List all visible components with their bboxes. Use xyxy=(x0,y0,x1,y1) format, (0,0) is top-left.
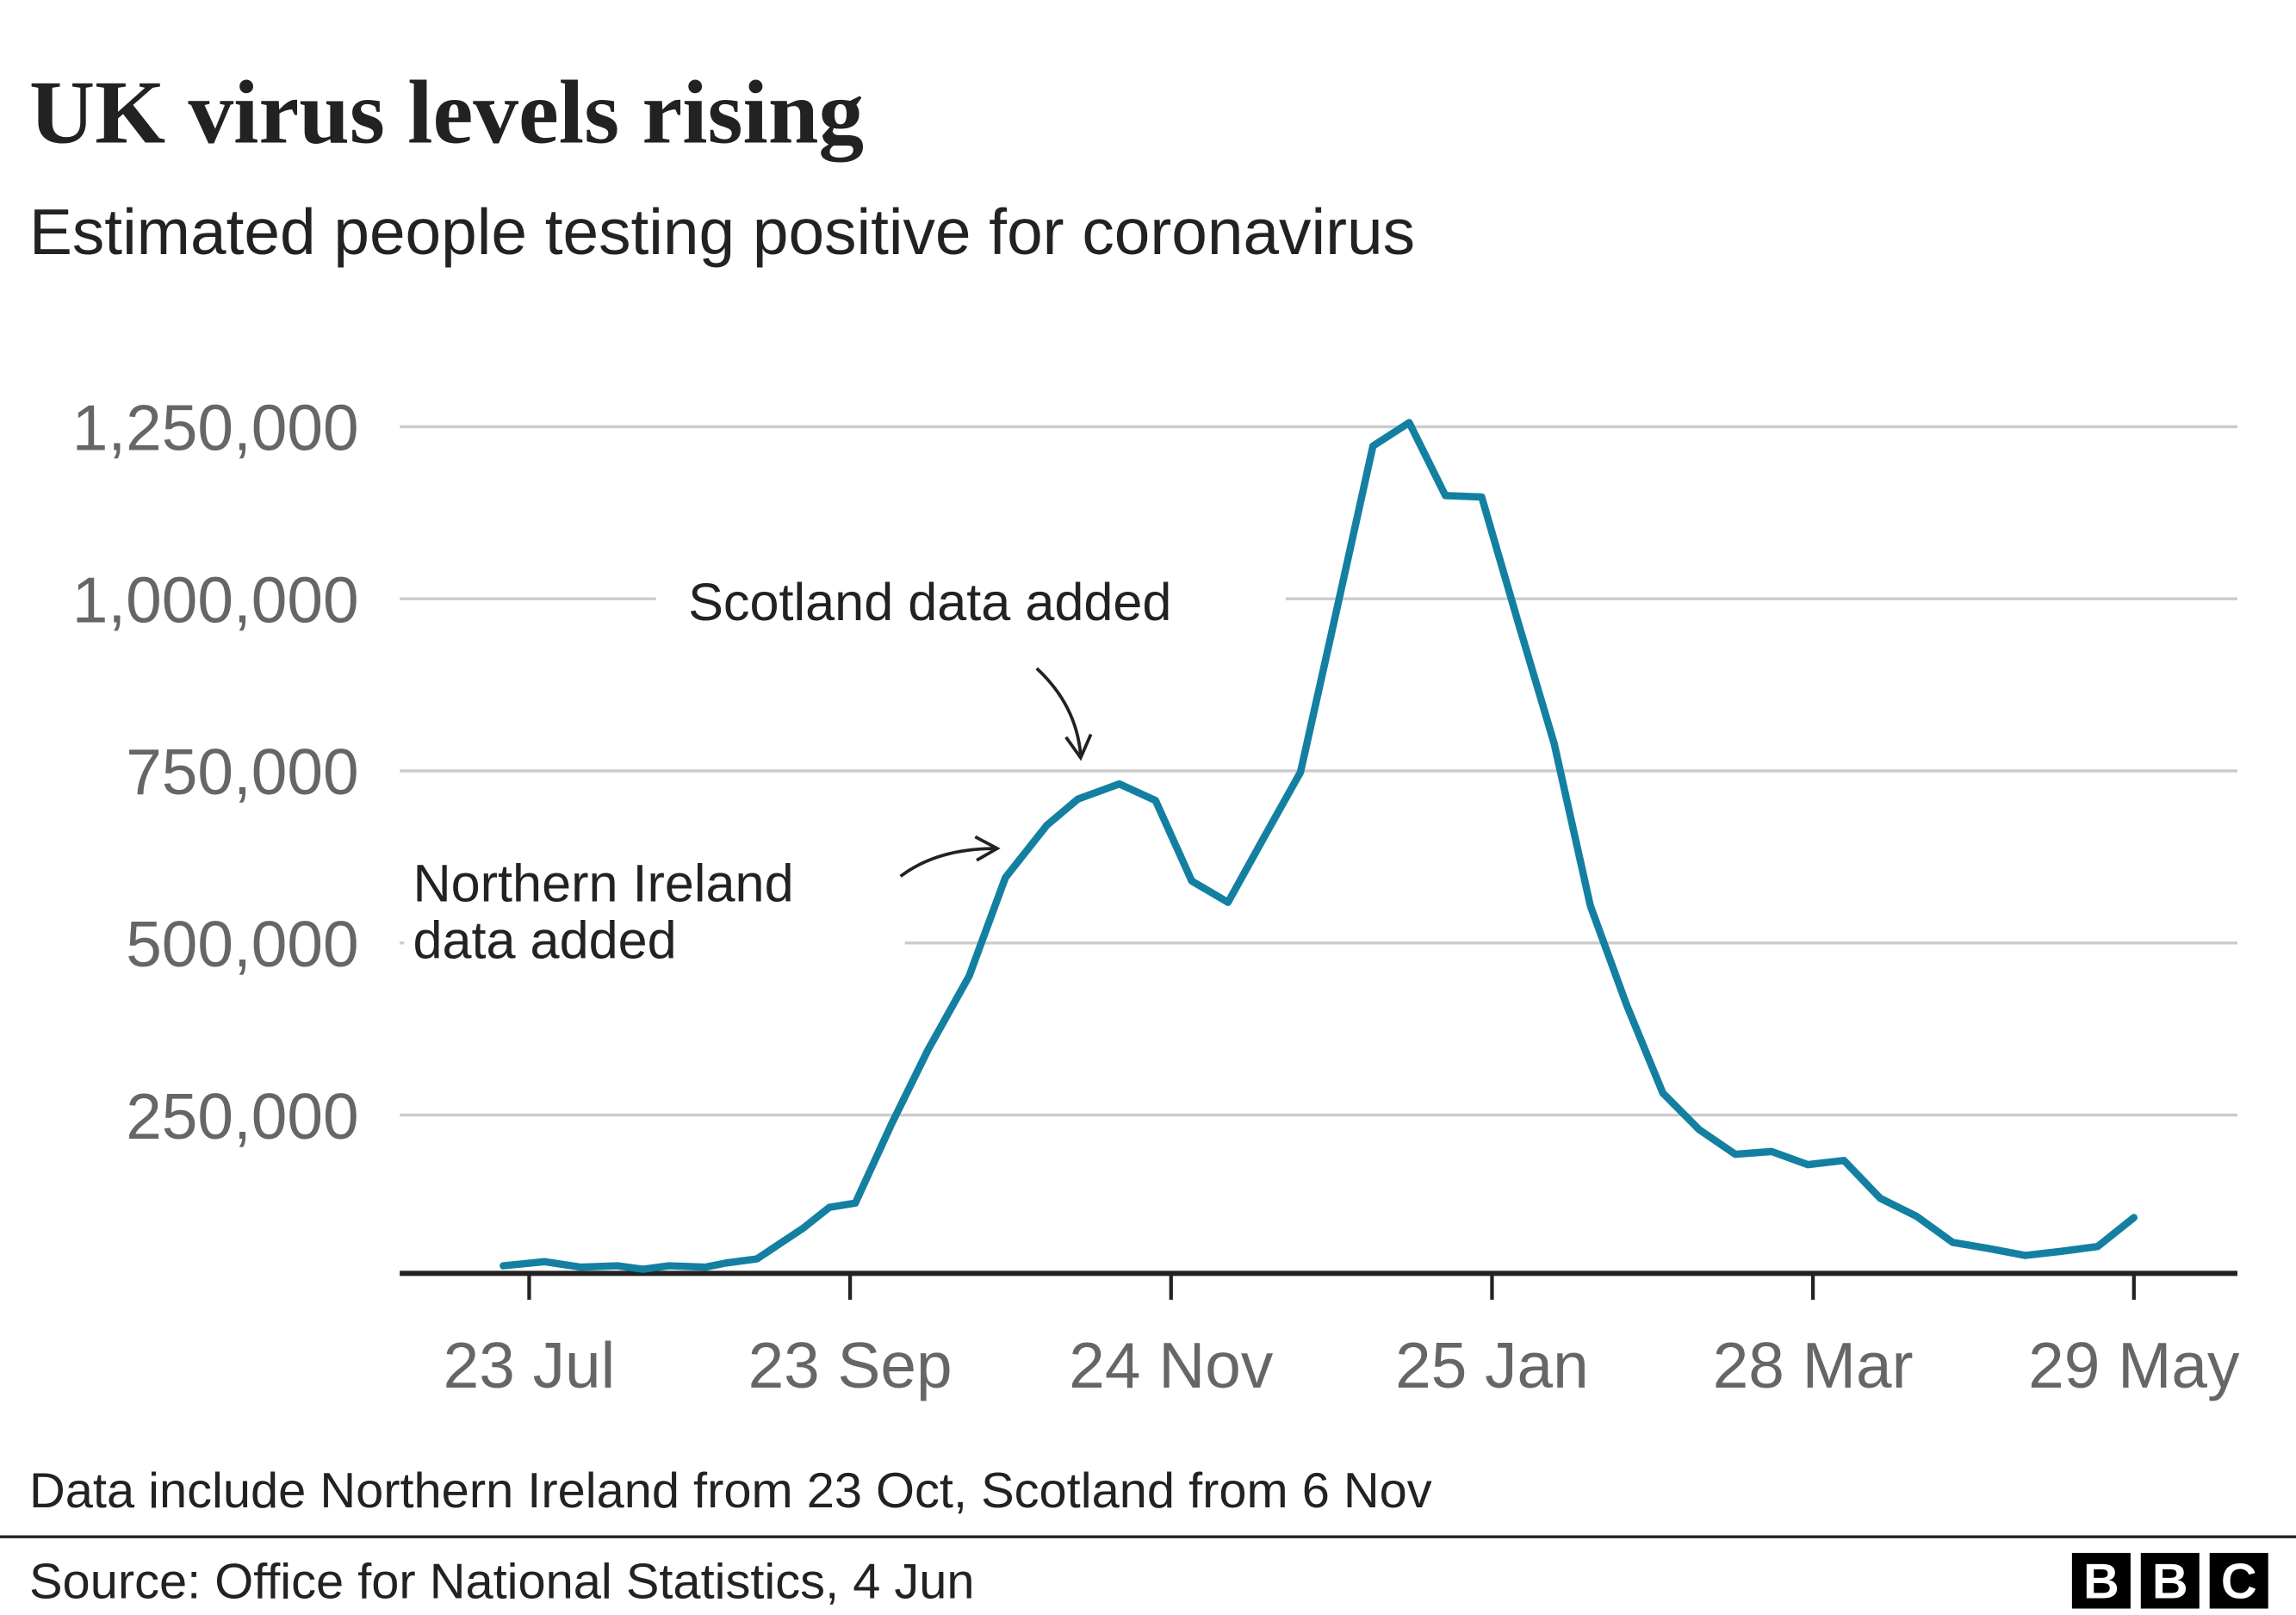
x-tick-label: 28 Mar xyxy=(1713,1329,1914,1401)
logo-box xyxy=(2071,1552,2131,1609)
logo-box xyxy=(2209,1552,2268,1609)
plot xyxy=(400,419,2237,1300)
line xyxy=(500,419,2138,1273)
x-tick-label: 24 Nov xyxy=(1069,1329,1274,1401)
annotation: Scotland data added xyxy=(688,573,1171,631)
annotation: data added xyxy=(413,911,676,970)
y-tick-label: 500,000 xyxy=(126,908,358,980)
annotation-backgrounds xyxy=(404,565,1286,977)
x-tick-label: 23 Jul xyxy=(444,1329,616,1401)
annotation-arrowhead xyxy=(1064,733,1093,761)
annotation-arrowhead xyxy=(974,835,1001,862)
grid xyxy=(400,425,2237,1117)
logo-box xyxy=(2140,1552,2200,1609)
x-tick-label: 23 Sep xyxy=(748,1329,953,1401)
annotation-arrow xyxy=(1035,667,1083,755)
chart-subtitle: Estimated people testing positive for co… xyxy=(29,196,1415,268)
logo-letter: B xyxy=(2083,1555,2119,1610)
annotation-bg xyxy=(655,565,1286,639)
annotation-bg xyxy=(404,847,905,977)
source: Source: Office for National Statistics, … xyxy=(29,1555,975,1610)
chart-title: UK virus levels rising xyxy=(29,62,864,163)
annotation: Northern Ireland xyxy=(413,854,793,912)
annotations xyxy=(899,667,1093,878)
annotation-arrow xyxy=(899,847,996,878)
footnote: Data include Northern Ireland from 23 Oc… xyxy=(29,1463,1432,1519)
x-tick-label: 25 Jan xyxy=(1395,1329,1589,1401)
y-tick-label: 1,250,000 xyxy=(72,392,359,464)
logo-letter: B xyxy=(2152,1555,2188,1610)
y-tick-label: 1,000,000 xyxy=(72,563,359,636)
logo-letter: C xyxy=(2221,1555,2257,1610)
y-tick-label: 750,000 xyxy=(126,736,358,808)
x-tick-label: 29 May xyxy=(2028,1329,2240,1401)
y-tick-label: 250,000 xyxy=(126,1080,358,1152)
